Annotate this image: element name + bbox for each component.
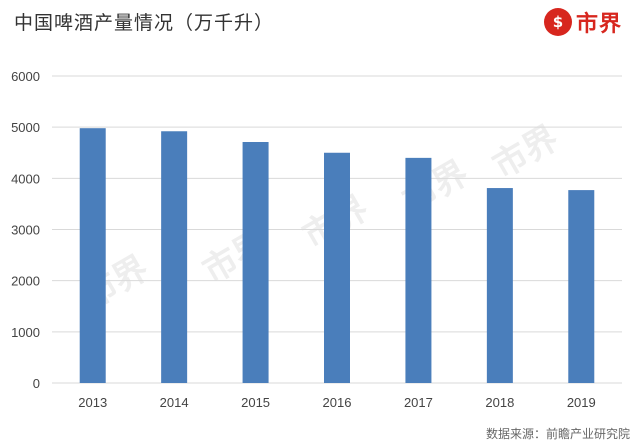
- y-tick-label: 4000: [11, 171, 40, 186]
- bar: [79, 128, 106, 383]
- x-tick-label: 2018: [485, 395, 514, 410]
- y-tick-label: 1000: [11, 325, 40, 340]
- y-tick-label: 6000: [11, 69, 40, 84]
- x-tick-label: 2016: [323, 395, 352, 410]
- bar: [568, 190, 595, 383]
- source-note: 数据来源：前瞻产业研究院: [485, 427, 630, 441]
- brand-logo: $ 市界: [543, 6, 622, 38]
- brand-coin-icon: $: [543, 8, 572, 36]
- x-tick-label: 2015: [241, 395, 270, 410]
- y-tick-label: 2000: [11, 274, 40, 289]
- bar: [161, 131, 188, 383]
- y-tick-label: 5000: [11, 120, 40, 135]
- brand-name: 市界: [575, 12, 622, 37]
- bar: [405, 157, 432, 383]
- y-tick-label: 3000: [11, 223, 40, 238]
- y-tick-label: 0: [33, 376, 40, 391]
- x-tick-label: 2014: [160, 395, 189, 410]
- x-tick-label: 2013: [78, 395, 107, 410]
- bar: [486, 188, 513, 383]
- x-tick-label: 2017: [404, 395, 433, 410]
- bar: [324, 152, 350, 383]
- x-tick-label: 2019: [567, 395, 596, 410]
- chart-title: 中国啤酒产量情况（万千升）: [14, 12, 275, 34]
- bar: [242, 142, 269, 383]
